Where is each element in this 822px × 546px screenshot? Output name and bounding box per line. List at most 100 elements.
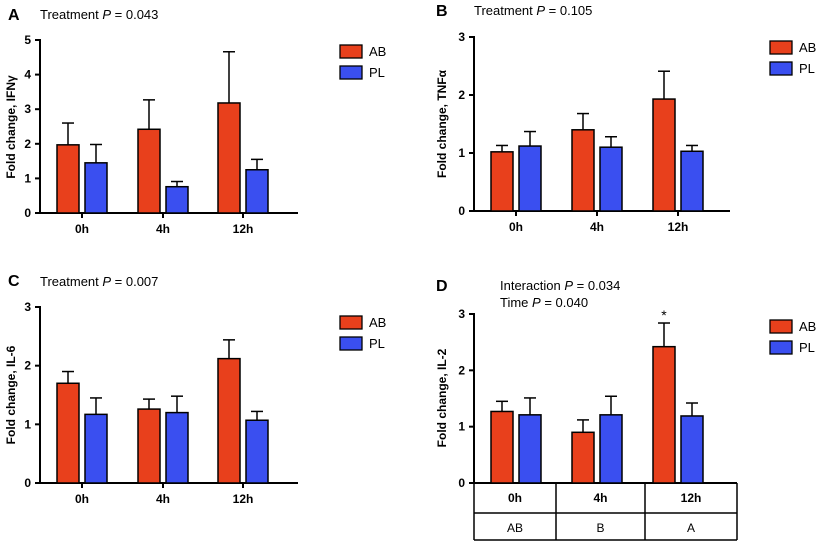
x-tick-label: 4h bbox=[593, 491, 607, 505]
legend-label-pl: PL bbox=[799, 61, 815, 76]
y-tick-label: 2 bbox=[24, 137, 31, 151]
subtitle-value: = 0.043 bbox=[111, 7, 158, 22]
panel-letter: B bbox=[436, 3, 448, 20]
bar-ab-0h bbox=[490, 151, 514, 212]
x-tick-label: 4h bbox=[590, 220, 604, 234]
y-tick-label: 0 bbox=[24, 476, 31, 490]
legend-label-ab: AB bbox=[799, 319, 816, 334]
subtitle-value: = 0.040 bbox=[541, 295, 588, 310]
bar-pl-12h bbox=[245, 169, 269, 214]
bar-ab-0h bbox=[56, 144, 80, 214]
x-tick-label: 0h bbox=[509, 220, 523, 234]
legend-label-ab: AB bbox=[799, 40, 816, 55]
table-cell: A bbox=[687, 521, 695, 535]
x-tick-label: 0h bbox=[508, 491, 522, 505]
chart-panel-a: A Treatment P = 0.043 Fold change, IFNγ 0 12… bbox=[4, 7, 386, 236]
y-tick-label: 2 bbox=[458, 88, 465, 102]
y-tick-label: 0 bbox=[24, 206, 31, 220]
panel-letter: A bbox=[8, 7, 20, 24]
y-axis-label: Fold change, IL-6 bbox=[4, 345, 18, 444]
legend-label-pl: PL bbox=[369, 336, 385, 351]
y-tick-label: 5 bbox=[24, 33, 31, 47]
legend-label-ab: AB bbox=[369, 315, 386, 330]
subtitle-p: P bbox=[102, 7, 111, 22]
legend-swatch-ab bbox=[769, 319, 793, 334]
subtitle-value: = 0.105 bbox=[545, 3, 592, 18]
bar-ab-4h bbox=[571, 129, 595, 212]
subtitle-value: = 0.034 bbox=[573, 278, 620, 293]
x-tick-label: 12h bbox=[233, 222, 254, 236]
subtitle-p: P bbox=[564, 278, 573, 293]
bar-pl-12h bbox=[680, 415, 704, 484]
bar-pl-4h bbox=[599, 146, 623, 212]
chart-subtitle: Interaction P = 0.034 bbox=[500, 278, 620, 293]
table-cell: AB bbox=[507, 521, 523, 535]
panel-letter: C bbox=[8, 273, 20, 290]
legend-swatch-pl bbox=[769, 340, 793, 355]
legend-swatch-pl bbox=[769, 61, 793, 76]
subtitle-p: P bbox=[532, 295, 541, 310]
legend-label-pl: PL bbox=[799, 340, 815, 355]
y-tick-label: 0 bbox=[458, 204, 465, 218]
bar-ab-4h bbox=[137, 408, 161, 484]
bar-ab-4h bbox=[137, 128, 161, 214]
bar-pl-12h bbox=[245, 419, 269, 484]
bar-ab-4h bbox=[571, 431, 595, 484]
subtitle-text: Time bbox=[500, 295, 532, 310]
y-tick-label: 3 bbox=[458, 30, 465, 44]
legend-swatch-pl bbox=[339, 336, 363, 351]
bar-pl-4h bbox=[599, 414, 623, 484]
x-tick-label: 4h bbox=[156, 492, 170, 506]
bar-ab-12h bbox=[217, 357, 241, 484]
bar-ab-12h bbox=[217, 102, 241, 214]
chart-subtitle: Treatment P = 0.043 bbox=[40, 7, 158, 22]
y-tick-label: 3 bbox=[24, 300, 31, 314]
legend-label-ab: AB bbox=[369, 44, 386, 59]
bar-ab-12h bbox=[652, 345, 676, 484]
x-tick-label: 4h bbox=[156, 222, 170, 236]
chart-subtitle: Treatment P = 0.105 bbox=[474, 3, 592, 18]
y-tick-label: 1 bbox=[458, 420, 465, 434]
y-tick-label: 1 bbox=[458, 146, 465, 160]
legend-swatch-pl bbox=[339, 65, 363, 80]
y-axis-label: Fold change, IFNγ bbox=[4, 75, 18, 179]
subtitle-text: Interaction bbox=[500, 278, 564, 293]
bar-pl-0h bbox=[518, 414, 542, 484]
x-tick-label: 12h bbox=[681, 491, 702, 505]
bar-pl-0h bbox=[518, 145, 542, 212]
legend-swatch-ab bbox=[339, 315, 363, 330]
y-tick-label: 0 bbox=[458, 476, 465, 490]
y-tick-label: 2 bbox=[458, 363, 465, 377]
y-axis-label: Fold change, TNFα bbox=[435, 69, 449, 178]
panel-letter: D bbox=[436, 278, 448, 295]
bar-pl-12h bbox=[680, 150, 704, 212]
table-cell: B bbox=[596, 521, 604, 535]
chart-panel-d: D Interaction P = 0.034 Time P = 0.040 Fold… bbox=[435, 278, 816, 541]
bar-ab-0h bbox=[490, 410, 514, 484]
subtitle-p: P bbox=[102, 274, 111, 289]
legend-label-pl: PL bbox=[369, 65, 385, 80]
legend-swatch-ab bbox=[339, 44, 363, 59]
y-tick-label: 3 bbox=[24, 102, 31, 116]
chart-subtitle-2: Time P = 0.040 bbox=[500, 295, 588, 310]
y-tick-label: 1 bbox=[24, 417, 31, 431]
subtitle-value: = 0.007 bbox=[111, 274, 158, 289]
subtitle-p: P bbox=[536, 3, 545, 18]
significance-star: * bbox=[661, 307, 667, 323]
bar-pl-4h bbox=[165, 185, 189, 214]
x-tick-label: 0h bbox=[75, 222, 89, 236]
y-tick-label: 4 bbox=[24, 68, 31, 82]
chart-panel-b: B Treatment P = 0.105 Fold change, TNFα 0 1 2… bbox=[435, 3, 816, 234]
bar-pl-4h bbox=[165, 411, 189, 484]
subtitle-text: Treatment bbox=[40, 7, 102, 22]
y-tick-label: 3 bbox=[458, 307, 465, 321]
bar-ab-12h bbox=[652, 98, 676, 212]
subtitle-text: Treatment bbox=[474, 3, 536, 18]
bar-pl-0h bbox=[84, 162, 108, 214]
y-axis-label: Fold change, IL-2 bbox=[435, 348, 449, 447]
legend-swatch-ab bbox=[769, 40, 793, 55]
chart-subtitle: Treatment P = 0.007 bbox=[40, 274, 158, 289]
bar-pl-0h bbox=[84, 413, 108, 484]
